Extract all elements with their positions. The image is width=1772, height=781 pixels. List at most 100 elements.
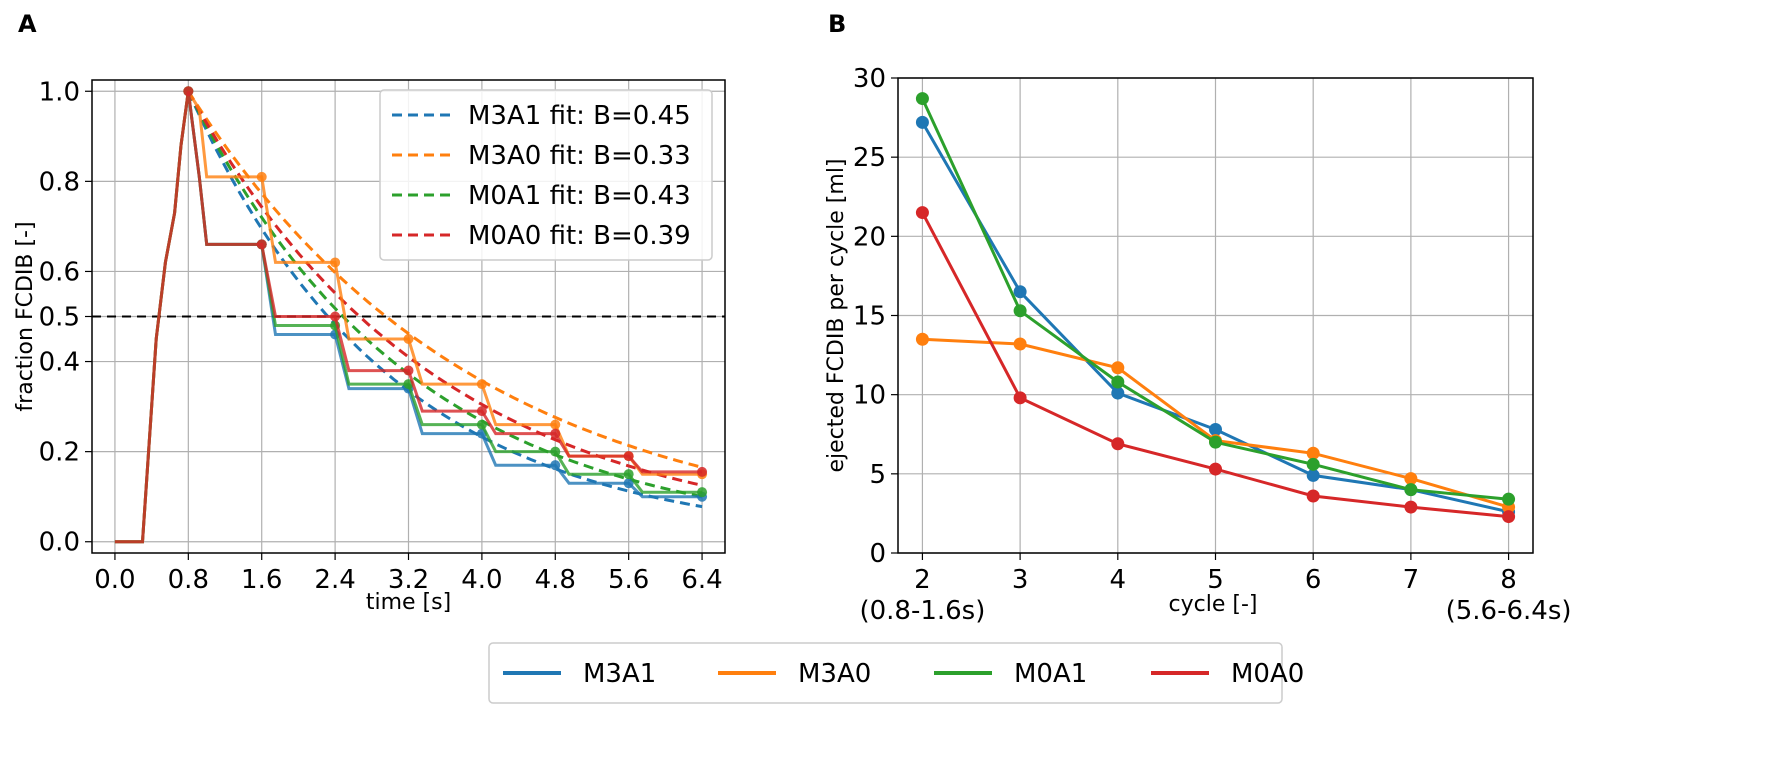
panel-label-b: B xyxy=(828,10,846,38)
series-point-m0a0 xyxy=(476,406,487,417)
series-point-b-m3a0 xyxy=(1013,337,1027,351)
panel-a-ytick-label: 1.0 xyxy=(39,77,80,107)
series-point-b-m0a1 xyxy=(1209,435,1222,449)
panel-a-xtick-label: 5.6 xyxy=(608,565,649,595)
panel-b-ytick-label: 10 xyxy=(853,381,886,411)
panel-a-xtick-label: 4.8 xyxy=(535,565,576,595)
series-point-b-m0a1 xyxy=(1502,492,1516,506)
fit-line-m3a0 xyxy=(187,90,703,469)
shared-legend: M3A1 M3A0 M0A1 M0A0 xyxy=(488,642,1304,704)
series-point-b-m0a0 xyxy=(1209,462,1222,476)
shared-legend-box xyxy=(488,642,1283,704)
series-point-b-m3a0 xyxy=(915,332,929,346)
series-point-b-m0a0 xyxy=(1111,437,1125,451)
panel-b-xtick-label: 8 xyxy=(1500,565,1517,595)
series-point-m0a0 xyxy=(550,428,561,439)
panel-b-xtick-label: 2 xyxy=(914,565,931,595)
panel-a-ytick-label: 0.2 xyxy=(39,438,80,468)
panel-a-ticks: 0.0 0.8 1.6 2.4 3.2 4.0 4.8 5.6 6.4 0.0 0.2 0.4 0.5 0… xyxy=(39,77,723,595)
series-point-m3a0 xyxy=(476,379,487,390)
panel-b-ytick-label: 5 xyxy=(869,460,886,490)
panel-a-xtick-label: 4.0 xyxy=(461,565,502,595)
series-point-b-m0a1 xyxy=(1404,483,1418,497)
series-line-m0a0 xyxy=(114,91,703,544)
panel-b-xtick-label: 5 xyxy=(1207,565,1224,595)
series-point-m0a1 xyxy=(476,419,487,430)
series-point-m0a1 xyxy=(550,446,561,457)
series-point-b-m3a1 xyxy=(1306,468,1320,482)
series-point-m0a0 xyxy=(183,86,194,97)
panel-a-ytick-label: 0.6 xyxy=(39,257,80,287)
series-point-b-m3a1 xyxy=(915,115,929,129)
panel-a-series xyxy=(114,86,708,544)
series-point-b-m0a0 xyxy=(1404,500,1418,514)
series-point-m3a0 xyxy=(403,334,414,345)
series-point-m0a0 xyxy=(403,365,414,376)
panel-a-legend: M3A1 fit: B=0.45 M3A0 fit: B=0.33 M0A1 fit… xyxy=(379,89,713,261)
panel-b-xlabel: cycle [-] xyxy=(1169,592,1258,617)
shared-legend-label-m3a1: M3A1 xyxy=(583,659,656,689)
series-point-m3a1 xyxy=(550,460,561,471)
panel-a-xtick-label: 0.0 xyxy=(94,565,135,595)
panel-a-xtick-label: 2.4 xyxy=(314,565,355,595)
series-point-b-m0a1 xyxy=(1013,304,1027,318)
panel-a-ytick-label: 0.4 xyxy=(39,348,80,378)
panel-b-xtick-label: 6 xyxy=(1305,565,1322,595)
shared-legend-label-m0a1: M0A1 xyxy=(1014,659,1087,689)
series-point-m3a0 xyxy=(550,419,561,430)
panel-b-xtick-label: 3 xyxy=(1012,565,1029,595)
panel-b-grid xyxy=(898,77,1533,554)
panel-b-ytick-label: 15 xyxy=(853,302,886,332)
panel-b-ytick-label: 25 xyxy=(853,143,886,173)
series-point-m3a1 xyxy=(623,478,634,489)
panel-label-a: A xyxy=(18,10,37,38)
panel-a-ytick-label: 0.8 xyxy=(39,167,80,197)
series-point-m3a0 xyxy=(330,257,341,268)
panel-b-ticks: 2(0.8-1.6s) 3 4 5 6 7 8(5.6-6.4s) 0 5 10 15 20 25 30 xyxy=(853,64,1572,626)
panel-b-ytick-label: 20 xyxy=(853,222,886,252)
series-point-b-m3a1 xyxy=(1013,285,1027,299)
series-point-m0a1 xyxy=(697,487,708,498)
series-point-b-m3a0 xyxy=(1111,361,1125,375)
panel-a-ytick-label: 0.0 xyxy=(39,528,80,558)
panel-a-ytick-label: 0.5 xyxy=(39,303,80,333)
panel-b-frame xyxy=(897,77,1534,554)
panel-a-xtick-label: 1.6 xyxy=(241,565,282,595)
panel-a-frame xyxy=(91,79,726,554)
legend-label-fit-m0a0: M0A0 fit: B=0.39 xyxy=(468,221,691,251)
series-point-b-m0a1 xyxy=(1306,457,1320,471)
panel-a-legend-box xyxy=(379,89,713,261)
panel-a-chart: 0.0 0.8 1.6 2.4 3.2 4.0 4.8 5.6 6.4 0.0 0.2 0.4 0.5 0… xyxy=(13,77,726,615)
panel-b-xtick-label: 7 xyxy=(1403,565,1420,595)
fit-line-m0a0 xyxy=(186,90,703,487)
series-point-b-m3a1 xyxy=(1111,386,1125,400)
series-point-m0a1 xyxy=(623,469,634,480)
panel-a-ylabel: fraction FCDIB [-] xyxy=(13,221,38,411)
series-point-b-m0a0 xyxy=(915,206,929,220)
shared-legend-label-m3a0: M3A0 xyxy=(798,659,871,689)
panel-b-xtick-sublabel: (0.8-1.6s) xyxy=(859,596,985,626)
panel-b-series xyxy=(915,92,1516,524)
series-point-b-m0a0 xyxy=(1013,391,1027,405)
series-point-b-m3a1 xyxy=(1209,423,1222,436)
series-point-m0a0 xyxy=(256,239,267,250)
series-point-m0a0 xyxy=(623,451,634,462)
panel-b-ylabel: ejected FCDIB per cycle [ml] xyxy=(824,158,849,472)
panel-b-ytick-label: 0 xyxy=(869,539,886,569)
panel-a-xtick-label: 3.2 xyxy=(388,565,429,595)
series-point-b-m3a0 xyxy=(1404,472,1418,486)
panel-a-xlabel: time [s] xyxy=(366,590,451,615)
panel-b-xtick-sublabel: (5.6-6.4s) xyxy=(1446,596,1572,626)
series-point-m0a0 xyxy=(330,311,341,322)
series-point-b-m0a1 xyxy=(915,92,929,106)
panel-b-xtick-label: 4 xyxy=(1110,565,1127,595)
series-point-m3a0 xyxy=(256,171,267,182)
series-point-b-m3a0 xyxy=(1306,446,1320,460)
series-point-b-m0a0 xyxy=(1306,489,1320,503)
series-point-b-m0a1 xyxy=(1111,375,1125,389)
legend-label-fit-m3a0: M3A0 fit: B=0.33 xyxy=(468,141,691,171)
legend-label-fit-m3a1: M3A1 fit: B=0.45 xyxy=(468,101,691,131)
series-point-m0a0 xyxy=(697,466,708,477)
panel-a-xtick-label: 6.4 xyxy=(681,565,722,595)
